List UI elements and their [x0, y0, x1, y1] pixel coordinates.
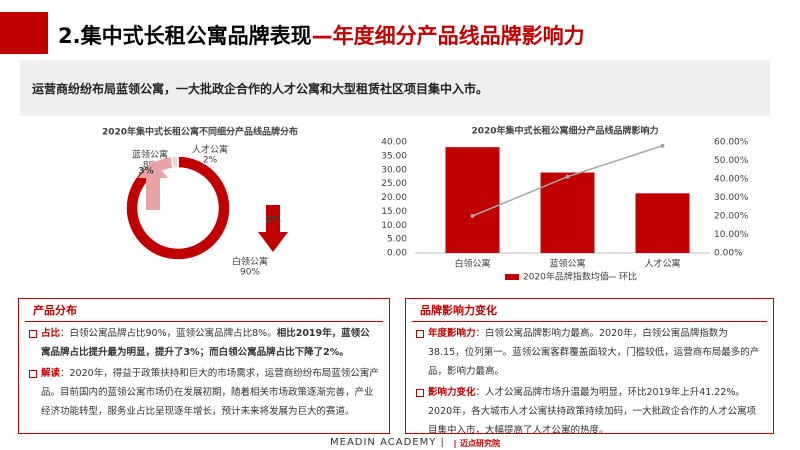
x-tick-label: 蓝领公寓	[549, 258, 585, 270]
bar	[635, 193, 690, 253]
chart-title: 2020年集中式长租公寓不同细分产品线品牌分布	[102, 126, 298, 138]
chart-title: 2020年集中式长租公寓细分产品线品牌影响力	[471, 125, 658, 137]
bar	[540, 172, 595, 253]
box-item: 影响力变化：人才公寓品牌市场升温最为明显，环比2019年上升41.22%。202…	[416, 383, 763, 440]
title: 2.集中式长租公寓品牌表现—年度细分产品线品牌影响力	[58, 20, 585, 50]
slice-label: 白领公寓	[232, 256, 268, 268]
item-text: ：2020年，得益于政策扶持和巨大的市场需求，运营商纷纷布局蓝领公寓产品。目前国…	[41, 368, 379, 417]
title-accent: —年度细分产品线品牌影响力	[311, 24, 585, 48]
donut-slice	[125, 155, 231, 261]
y-tick-label: 15.00	[381, 207, 407, 217]
x-tick-label: 人才公寓	[644, 258, 680, 270]
item-label: 影响力变化	[428, 387, 476, 398]
item-text: ：白领公寓品牌占比90%，蓝领公寓品牌占比8%。	[60, 328, 277, 339]
slice-value: 90%	[240, 268, 260, 278]
banner: 运营商纷纷布局蓝领公寓，一大批政企合作的人才公寓和大型租赁社区项目集中入市。	[32, 82, 489, 96]
y-tick-label: 25.00	[381, 179, 407, 189]
item-label: 占比	[41, 328, 61, 339]
down-arrow	[258, 205, 288, 252]
y2-tick-label: 60.00%	[714, 138, 749, 148]
item-text: ：人才公寓品牌市场升温最为明显，环比2019年上升41.22%。2020年，各大…	[428, 387, 757, 436]
line-point	[660, 143, 665, 148]
y-tick-label: 35.00	[381, 151, 407, 161]
item-label: 年度影响力	[428, 328, 476, 339]
y2-tick-label: 20.00%	[714, 212, 749, 222]
slice-value: 2%	[203, 156, 218, 166]
line-point	[565, 174, 570, 179]
item-text: ：白领公寓品牌影响力最高。2020年，白领公寓品牌指数为38.15，位列第一。蓝…	[428, 328, 760, 377]
box-item: 年度影响力：白领公寓品牌影响力最高。2020年，白领公寓品牌指数为38.15，位…	[416, 324, 763, 381]
y-tick-label: 5.00	[387, 235, 407, 245]
y2-tick-label: 40.00%	[714, 175, 749, 185]
box-title: 品牌影响力变化	[412, 299, 767, 322]
y-tick-label: 40.00	[381, 138, 407, 148]
y-tick-label: 10.00	[381, 221, 407, 231]
y2-tick-label: 50.00%	[714, 156, 749, 166]
legend-label: 2020年品牌指数均值	[523, 271, 609, 283]
footer-brand: MEADIN ACADEMY |	[330, 437, 445, 448]
bar	[445, 147, 500, 253]
box-item: 占比：白领公寓品牌占比90%，蓝领公寓品牌占比8%。相比2019年，蓝领公寓品牌…	[29, 324, 379, 362]
item-label: 解读	[41, 368, 61, 379]
box: 品牌影响力变化 年度影响力：白领公寓品牌影响力最高。2020年，白领公寓品牌指数…	[405, 298, 774, 436]
slice-label: 蓝领公寓	[132, 149, 168, 161]
annotation: 2%	[265, 216, 280, 226]
y2-tick-label: 0.00%	[714, 249, 743, 259]
footer-logo: 迈点研究院	[460, 439, 500, 448]
header-block	[0, 12, 48, 54]
y2-tick-label: 30.00%	[714, 193, 749, 203]
box-item: 解读：2020年，得益于政策扶持和巨大的市场需求，运营商纷纷布局蓝领公寓产品。目…	[29, 364, 379, 421]
title-main: 2.集中式长租公寓品牌表现	[58, 24, 312, 48]
y-tick-label: 20.00	[381, 193, 407, 203]
box-title: 产品分布	[25, 299, 383, 322]
item-bold: 相比2019年，蓝领公寓品牌占比提升最为明显，提升了3%；而白领公寓品牌占比下降…	[41, 328, 370, 358]
legend-swatch	[505, 274, 519, 280]
line-point	[470, 214, 475, 218]
x-tick-label: 白领公寓	[454, 258, 490, 270]
banner-bg	[20, 60, 770, 116]
slice-label: 人才公寓	[192, 144, 228, 156]
annotation: 3%	[138, 167, 153, 177]
up-arrow	[138, 160, 168, 210]
y2-tick-label: 10.00%	[714, 230, 749, 240]
box: 产品分布 占比：白领公寓品牌占比90%，蓝领公寓品牌占比8%。相比2019年，蓝…	[18, 298, 390, 434]
y-tick-label: 30.00	[381, 165, 407, 175]
donut-slice	[170, 155, 179, 170]
legend-label: 环比	[619, 271, 637, 283]
y-tick-label: 0.00	[387, 249, 407, 259]
